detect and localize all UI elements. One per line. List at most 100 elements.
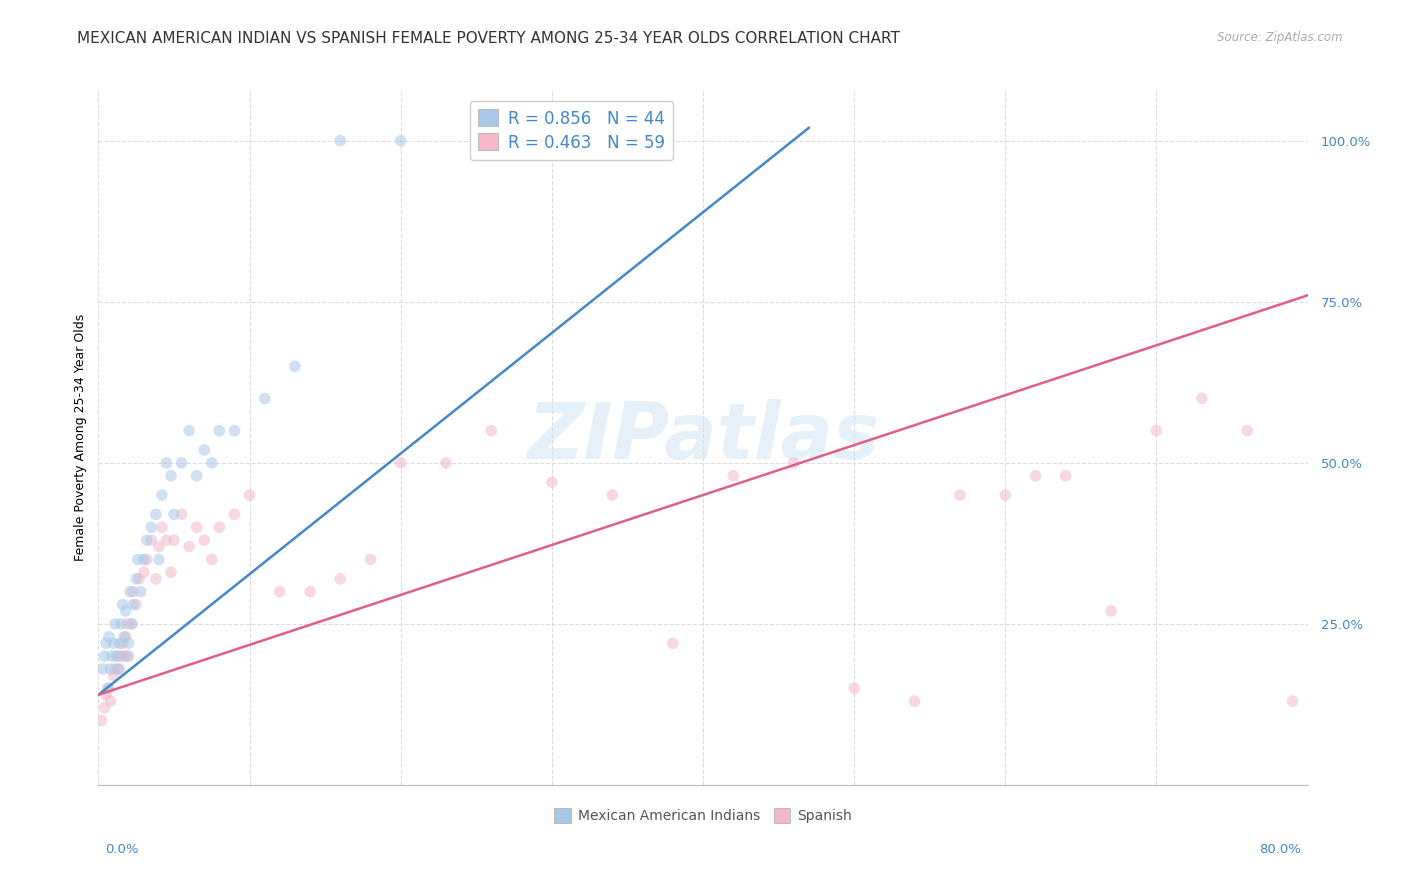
Point [239, 488, 262, 502]
Point [208, 424, 231, 438]
Point [122, 598, 145, 612]
Point [100, 694, 122, 708]
Point [115, 616, 138, 631]
Point [783, 456, 806, 470]
Point [94, 636, 117, 650]
Text: Source: ZipAtlas.com: Source: ZipAtlas.com [1218, 31, 1343, 45]
Point [170, 508, 193, 522]
Point [145, 508, 167, 522]
Point [904, 694, 927, 708]
Point [98, 630, 121, 644]
Point [118, 649, 141, 664]
Point [284, 359, 307, 374]
Point [100, 662, 122, 676]
Point [170, 456, 193, 470]
Point [112, 630, 135, 644]
Point [1099, 604, 1122, 618]
Point [844, 681, 866, 696]
Point [110, 616, 132, 631]
Point [193, 533, 215, 548]
Point [125, 572, 148, 586]
Point [540, 475, 562, 490]
Point [201, 456, 224, 470]
Point [155, 533, 177, 548]
Point [107, 649, 129, 664]
Point [127, 552, 149, 566]
Point [148, 540, 170, 554]
Point [360, 552, 382, 566]
Point [104, 616, 127, 631]
Point [122, 584, 145, 599]
Point [90, 714, 112, 728]
Point [103, 668, 125, 682]
Point [91, 662, 114, 676]
Point [132, 552, 155, 566]
Point [101, 649, 124, 664]
Point [1054, 468, 1077, 483]
Point [186, 520, 208, 534]
Point [141, 533, 163, 548]
Point [160, 468, 183, 483]
Point [112, 649, 135, 664]
Point [434, 456, 457, 470]
Point [299, 584, 322, 599]
Point [208, 520, 231, 534]
Point [1144, 424, 1167, 438]
Point [723, 468, 745, 483]
Point [224, 508, 246, 522]
Point [135, 552, 157, 566]
Point [141, 520, 163, 534]
Point [114, 604, 136, 618]
Point [118, 636, 141, 650]
Point [93, 649, 115, 664]
Point [1281, 694, 1303, 708]
Point [163, 533, 186, 548]
Point [329, 572, 352, 586]
Point [129, 584, 152, 599]
Point [104, 662, 127, 676]
Point [389, 456, 412, 470]
Point [115, 649, 138, 664]
Point [329, 134, 352, 148]
Point [193, 442, 215, 457]
Y-axis label: Female Poverty Among 25-34 Year Olds: Female Poverty Among 25-34 Year Olds [75, 313, 87, 561]
Point [107, 662, 129, 676]
Point [121, 616, 143, 631]
Point [114, 630, 136, 644]
Point [128, 572, 150, 586]
Point [105, 649, 128, 664]
Point [179, 424, 201, 438]
Point [96, 681, 118, 696]
Point [163, 508, 186, 522]
Point [661, 636, 683, 650]
Point [148, 552, 170, 566]
Text: MEXICAN AMERICAN INDIAN VS SPANISH FEMALE POVERTY AMONG 25-34 YEAR OLDS CORRELAT: MEXICAN AMERICAN INDIAN VS SPANISH FEMAL… [77, 31, 900, 46]
Point [121, 616, 143, 631]
Point [269, 584, 291, 599]
Point [186, 468, 208, 483]
Text: 80.0%: 80.0% [1258, 843, 1301, 856]
Point [111, 636, 134, 650]
Point [201, 552, 224, 566]
Point [125, 598, 148, 612]
Point [481, 424, 503, 438]
Point [108, 662, 131, 676]
Point [135, 533, 157, 548]
Point [150, 520, 173, 534]
Point [98, 681, 121, 696]
Point [602, 488, 624, 502]
Point [93, 700, 115, 714]
Text: 0.0%: 0.0% [105, 843, 139, 856]
Point [108, 636, 131, 650]
Text: ZIPatlas: ZIPatlas [527, 399, 879, 475]
Point [111, 598, 134, 612]
Point [120, 584, 142, 599]
Point [224, 424, 246, 438]
Legend: Mexican American Indians, Spanish: Mexican American Indians, Spanish [547, 802, 859, 830]
Point [94, 688, 117, 702]
Point [1191, 392, 1213, 406]
Point [179, 540, 201, 554]
Point [253, 392, 276, 406]
Point [1024, 468, 1046, 483]
Point [155, 456, 177, 470]
